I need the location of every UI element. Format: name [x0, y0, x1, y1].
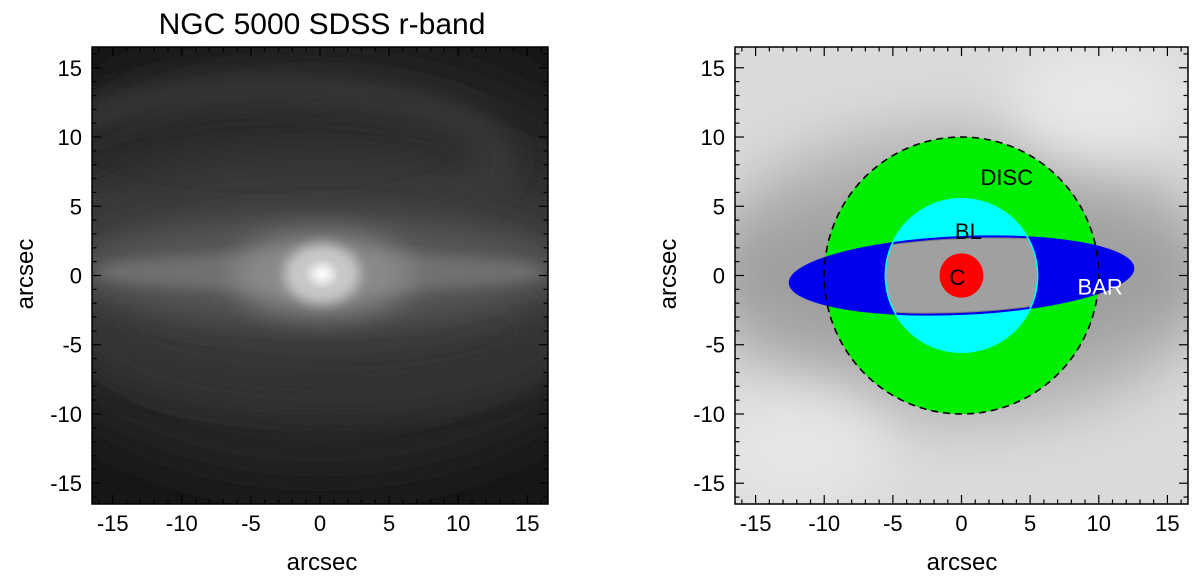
left-panel-title: NGC 5000 SDSS r-band [159, 8, 486, 41]
left-x-axis-label: arcsec [287, 549, 358, 576]
y-tick-label: -10 [693, 402, 725, 427]
x-tick-label: 15 [515, 511, 539, 536]
y-tick-label: 15 [701, 56, 725, 81]
y-tick-label: 0 [713, 264, 725, 289]
x-tick-label: 5 [1024, 511, 1036, 536]
x-tick-label: 10 [446, 511, 470, 536]
y-tick-label: 10 [701, 125, 725, 150]
component-map: DISC BL BAR C [788, 136, 1135, 415]
disc-label: DISC [981, 165, 1034, 190]
y-tick-label: 0 [70, 264, 82, 289]
x-tick-label: 0 [955, 511, 967, 536]
left-axis-ticks [92, 47, 548, 504]
x-tick-label: -15 [740, 511, 772, 536]
left-axis-tick-labels: -15 -15 -10 -10 -5 -5 0 0 5 5 10 10 15 15 [50, 56, 539, 536]
x-tick-label: 0 [314, 511, 326, 536]
x-tick-label: 15 [1155, 511, 1179, 536]
x-tick-label: 10 [1087, 511, 1111, 536]
central-label: C [949, 265, 965, 290]
right-x-axis-label: arcsec [927, 549, 998, 576]
y-tick-label: -15 [693, 471, 725, 496]
x-tick-label: 5 [383, 511, 395, 536]
central-component [939, 253, 984, 298]
x-tick-label: -5 [241, 511, 261, 536]
right-y-axis-label: arcsec [655, 239, 682, 310]
x-tick-label: -5 [883, 511, 903, 536]
bar-label: BAR [1078, 275, 1123, 300]
y-tick-label: -5 [62, 333, 82, 358]
y-tick-label: 10 [58, 125, 82, 150]
barlens-label: BL [955, 219, 982, 244]
disc-outline-dashed [823, 136, 1100, 415]
y-tick-label: 15 [58, 56, 82, 81]
x-tick-label: -10 [808, 511, 840, 536]
bar-inner-edge [884, 237, 1039, 314]
left-y-axis-label: arcsec [12, 239, 39, 310]
y-tick-label: -10 [50, 402, 82, 427]
y-tick-label: 5 [713, 194, 725, 219]
y-tick-label: -5 [705, 333, 725, 358]
right-axis-ticks [735, 47, 1188, 504]
right-axis-tick-labels: -15 -15 -10 -10 -5 -5 0 0 5 5 10 10 15 15 [693, 56, 1179, 536]
left-galaxy-image [92, 47, 548, 504]
x-tick-label: -15 [97, 511, 129, 536]
y-tick-label: 5 [70, 194, 82, 219]
y-tick-label: -15 [50, 471, 82, 496]
x-tick-label: -10 [166, 511, 198, 536]
